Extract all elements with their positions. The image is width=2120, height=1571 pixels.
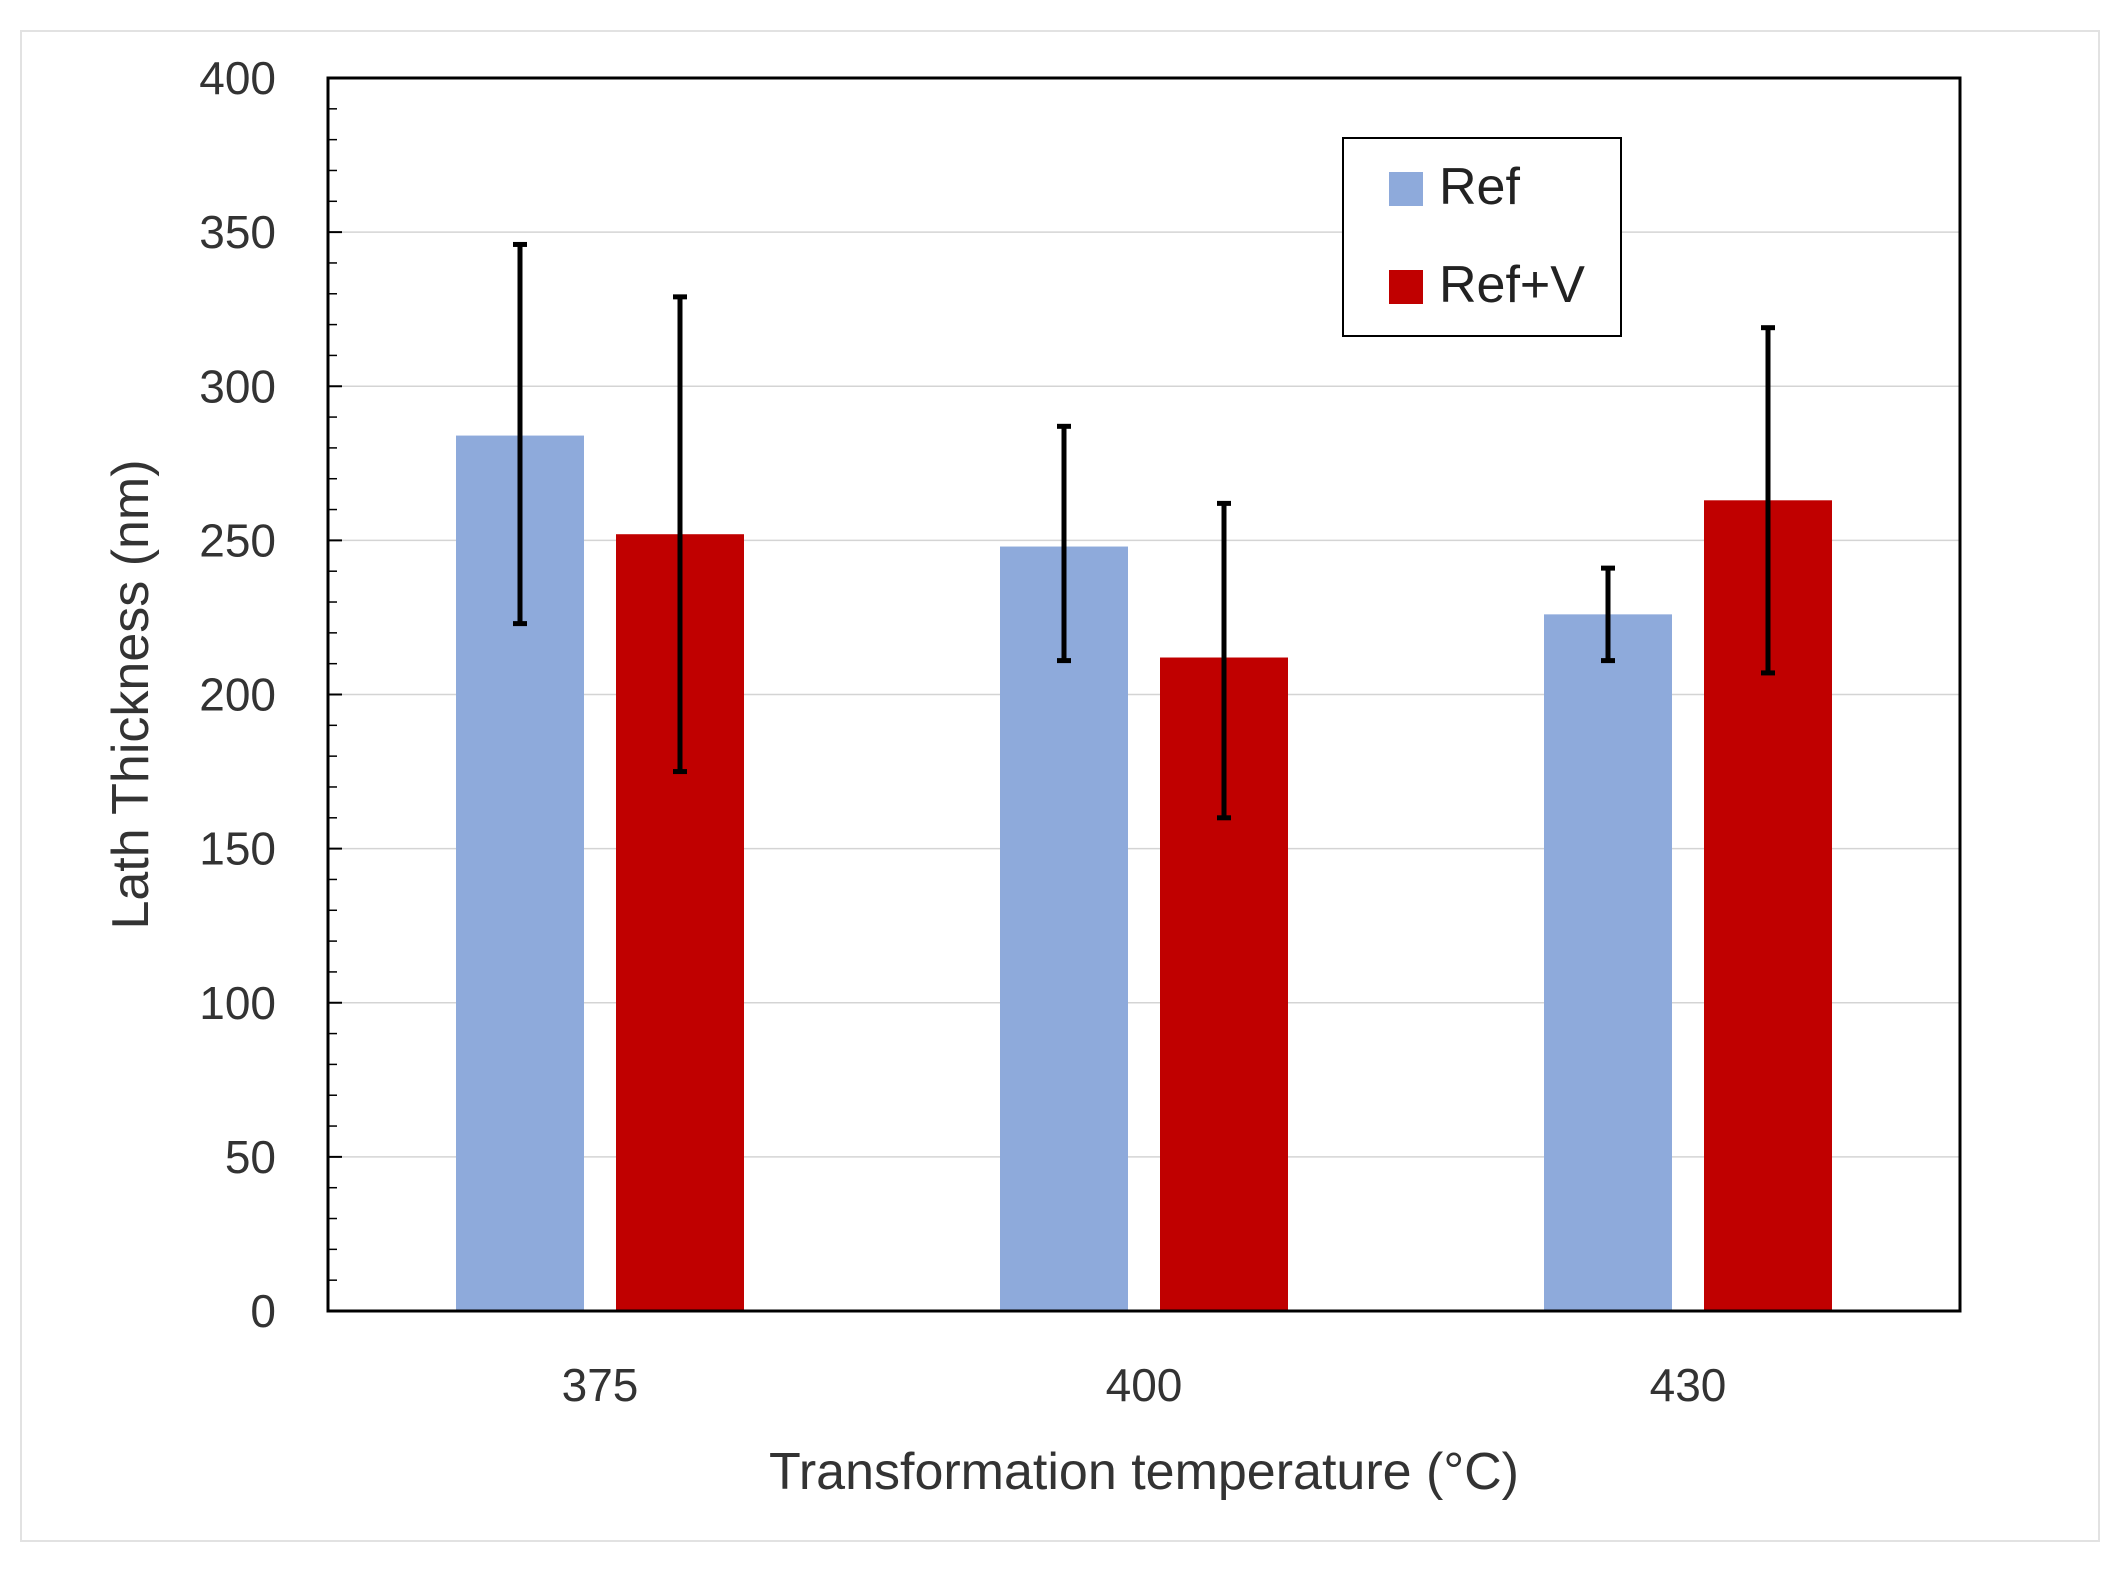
legend: Ref Ref+V — [1342, 137, 1622, 337]
legend-swatch-ref — [1389, 172, 1423, 206]
error-bars-group — [513, 241, 1775, 821]
y-tick-label: 200 — [199, 669, 276, 721]
legend-label-ref-v: Ref+V — [1439, 256, 1585, 314]
x-tick-label: 400 — [1106, 1359, 1183, 1411]
y-tick-label: 250 — [199, 514, 276, 566]
x-axis-title: Transformation temperature (°C) — [769, 1443, 1519, 1501]
y-tick-label: 0 — [250, 1285, 276, 1337]
y-tick-label: 50 — [225, 1131, 276, 1183]
y-tick-label: 350 — [199, 206, 276, 258]
y-tick-label: 400 — [199, 52, 276, 104]
bar-ref-400 — [1000, 546, 1128, 1311]
x-tick-label: 430 — [1650, 1359, 1727, 1411]
x-tick-label: 375 — [562, 1359, 639, 1411]
y-axis-tick-labels: 0 50 100 150 200 250 300 350 400 — [199, 52, 276, 1337]
y-tick-label: 100 — [199, 977, 276, 1029]
y-tick-label: 150 — [199, 823, 276, 875]
y-tick-label: 300 — [199, 360, 276, 412]
x-axis-tick-labels: 375 400 430 — [562, 1359, 1727, 1411]
legend-label-ref: Ref — [1439, 158, 1520, 216]
gridlines — [328, 231, 1960, 1158]
legend-swatch-ref-v — [1389, 270, 1423, 304]
y-axis-ticks — [328, 77, 342, 1312]
bars-group — [456, 435, 1832, 1311]
bar-ref-430 — [1544, 614, 1672, 1311]
y-axis-title: Lath Thickness (nm) — [102, 459, 160, 929]
